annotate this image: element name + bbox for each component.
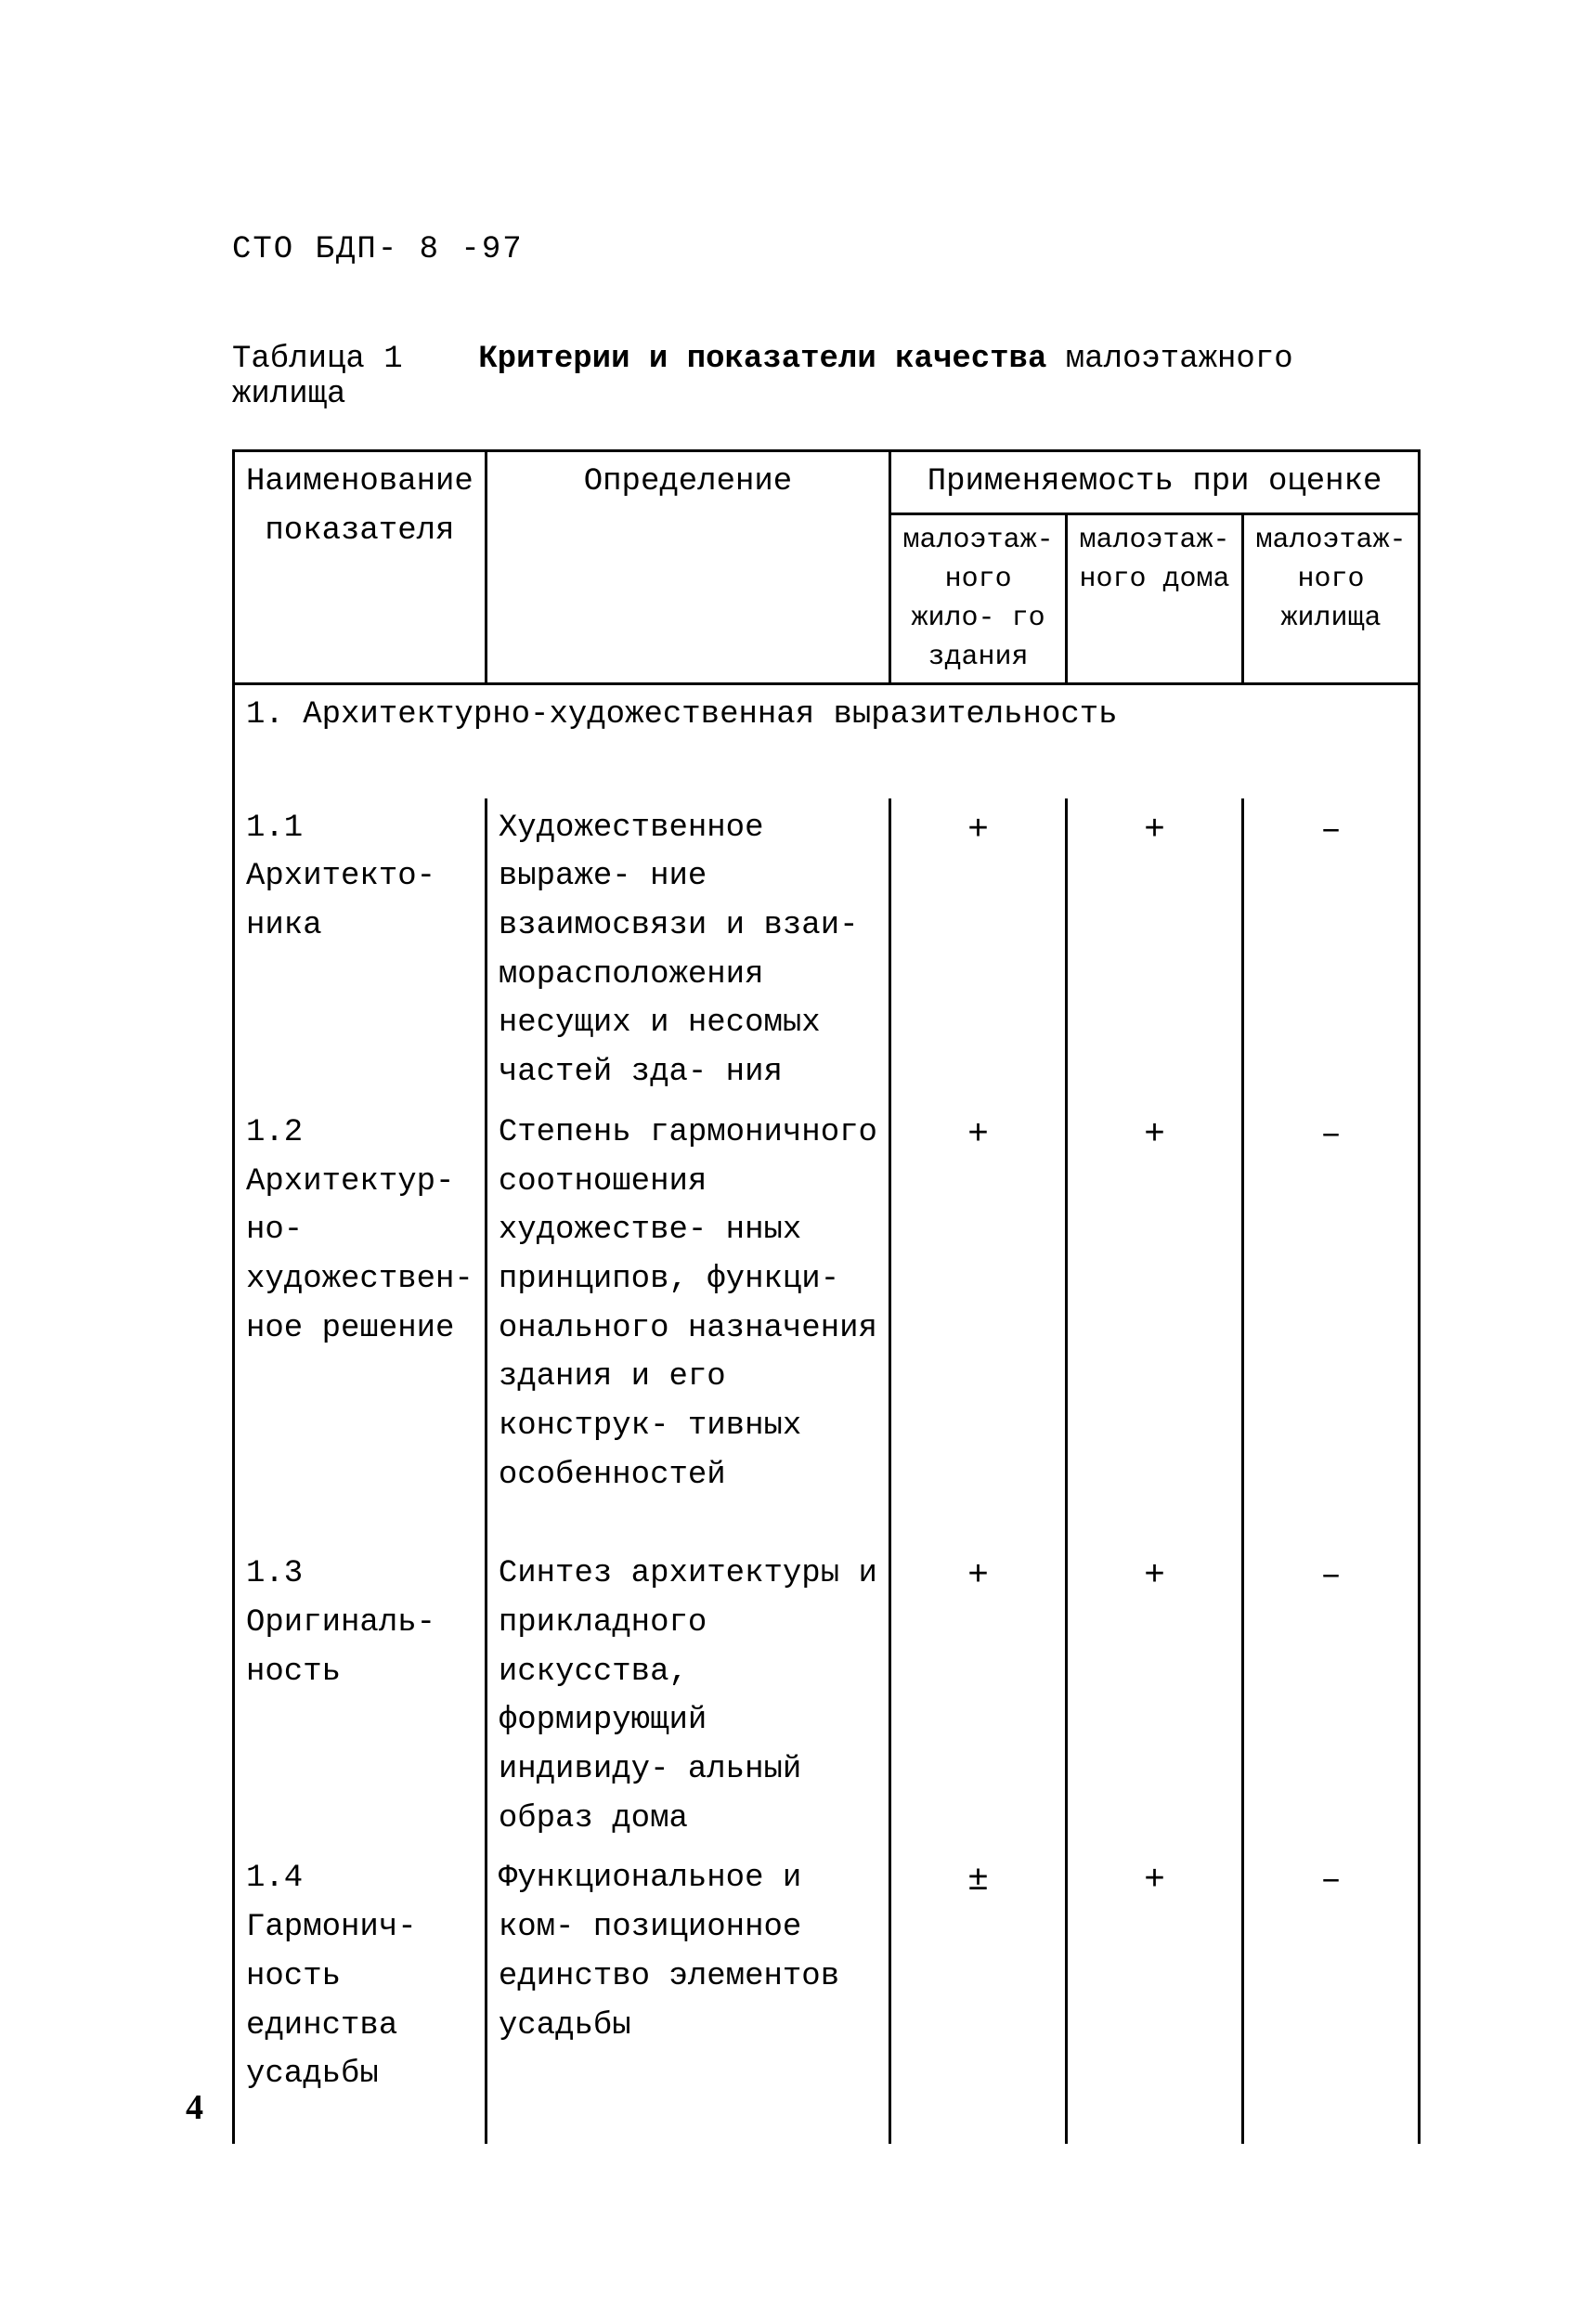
header-applicability: Применяемость при оценке [890,451,1420,514]
row-def: Степень гармоничного соотношения художес… [486,1103,889,1506]
row-name: 1.4 Гармонич- ность единства усадьбы [234,1849,487,2104]
table-row: 1.2 Архитектур- но-художествен- ное реше… [234,1103,1420,1506]
header-col-def: Определение [486,451,889,684]
row-mark-3: – [1243,1849,1420,2104]
header-sub-building: малоэтаж- ного жило- го здания [890,513,1067,683]
row-mark-3: – [1243,1103,1420,1506]
row-name: 1.3 Оригиналь- ность [234,1544,487,1849]
table-row: 1.3 Оригиналь- ность Синтез архитектуры … [234,1544,1420,1849]
row-mark-1: + [890,798,1067,1103]
table-row: 1.4 Гармонич- ность единства усадьбы Фун… [234,1849,1420,2104]
header-col-name: Наименование показателя [234,451,487,684]
table-row: 1.1 Архитекто- ника Художественное выраж… [234,798,1420,1103]
spacer-row [234,1505,1420,1544]
row-def: Функциональное и ком- позиционное единст… [486,1849,889,2104]
row-mark-2: + [1067,1103,1243,1506]
caption-prefix: Таблица 1 [232,342,403,377]
row-mark-3: – [1243,1544,1420,1849]
row-mark-1: + [890,1544,1067,1849]
spacer-row [234,2105,1420,2144]
criteria-table: Наименование показателя Определение Прим… [232,449,1421,2144]
table-caption: Таблица 1 Критерии и показатели качества… [232,342,1401,412]
caption-bold: Критерии и показатели качества [478,342,1046,377]
row-mark-3: – [1243,798,1420,1103]
row-def: Синтез архитектуры и прикладного искусст… [486,1544,889,1849]
row-name: 1.2 Архитектур- но-художествен- ное реше… [234,1103,487,1506]
row-name: 1.1 Архитекто- ника [234,798,487,1103]
header-sub-dwelling: малоэтаж- ного жилища [1243,513,1420,683]
section-1-row: 1. Архитектурно-художественная выразител… [234,683,1420,798]
page-number: 4 [186,2087,203,2128]
row-mark-1: ± [890,1849,1067,2104]
row-mark-2: + [1067,798,1243,1103]
section-1-title: 1. Архитектурно-художественная выразител… [234,683,1420,798]
header-sub-house: малоэтаж- ного дома [1067,513,1243,683]
row-def: Художественное выраже- ние взаимосвязи и… [486,798,889,1103]
row-mark-1: + [890,1103,1067,1506]
row-mark-2: + [1067,1544,1243,1849]
row-mark-2: + [1067,1849,1243,2104]
document-code: СТО БДП- 8 -97 [232,232,1401,267]
